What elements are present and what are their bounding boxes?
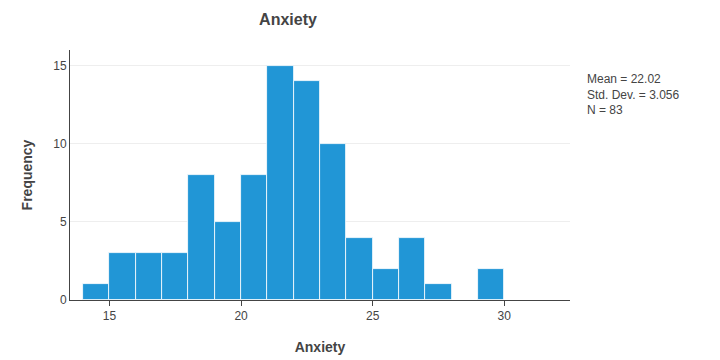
svg-text:30: 30 [498,309,512,323]
svg-text:Anxiety: Anxiety [295,339,346,355]
svg-text:20: 20 [234,309,248,323]
svg-text:Anxiety: Anxiety [259,11,317,28]
svg-text:Frequency: Frequency [19,139,35,210]
svg-text:0: 0 [60,293,67,307]
svg-text:Mean = 22.02Std. Dev. = 3.056N: Mean = 22.02Std. Dev. = 3.056N = 83 [587,72,679,117]
svg-text:5: 5 [60,215,67,229]
svg-text:25: 25 [366,309,380,323]
svg-text:10: 10 [53,137,67,151]
svg-text:15: 15 [103,309,117,323]
svg-text:15: 15 [53,59,67,73]
